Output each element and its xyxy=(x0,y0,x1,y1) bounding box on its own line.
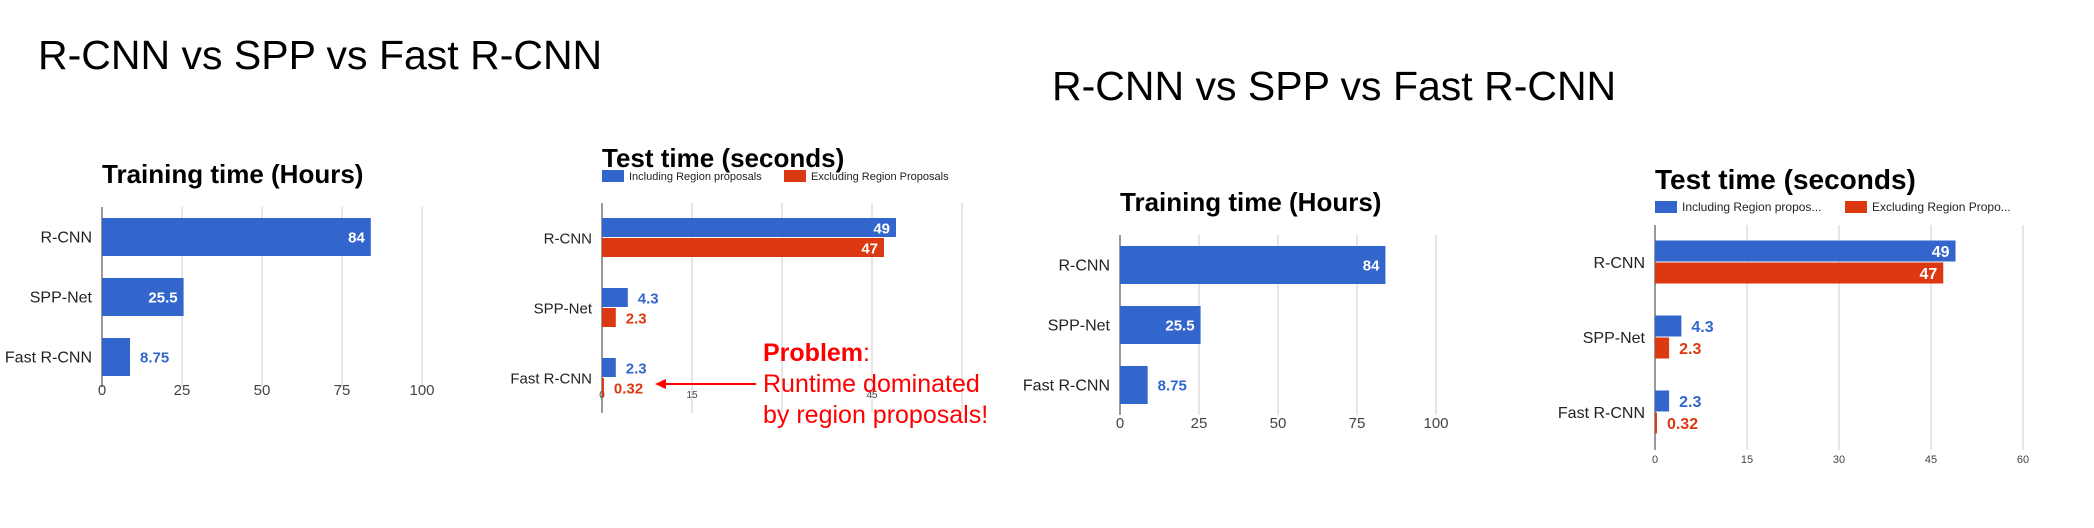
category-label: R-CNN xyxy=(544,230,592,247)
category-label: SPP-Net xyxy=(1048,318,1111,335)
x-tick-label: 25 xyxy=(174,382,191,399)
data-label: 47 xyxy=(1919,266,1937,283)
bar xyxy=(602,308,616,327)
category-label: Fast R-CNN xyxy=(5,350,92,367)
annotation-line-2: by region proposals! xyxy=(763,401,989,429)
data-label: 2.3 xyxy=(1679,394,1701,411)
legend-label: Excluding Region Proposals xyxy=(811,171,949,183)
legend-label: Excluding Region Propo... xyxy=(1872,200,2011,214)
bar xyxy=(102,218,371,256)
annotation-line-1: Runtime dominated xyxy=(763,370,980,398)
chart-title: Training time (Hours) xyxy=(102,159,363,189)
annotation-colon: : xyxy=(863,339,870,367)
x-tick-label: 25 xyxy=(1191,415,1208,432)
bar xyxy=(1120,366,1148,404)
x-tick-label: 75 xyxy=(1349,415,1366,432)
bar xyxy=(1655,412,1657,434)
slide-title: R-CNN vs SPP vs Fast R-CNN xyxy=(1052,63,1617,109)
training-time-chart: Training time (Hours) 0 25 50 75 100 R-CNN 84 SP… xyxy=(1023,187,1449,432)
category-label: R-CNN xyxy=(1593,255,1645,272)
bar xyxy=(1655,262,1944,284)
x-tick-label: 0 xyxy=(98,382,106,399)
bar xyxy=(602,358,616,377)
bar xyxy=(602,238,884,257)
data-label: 0.32 xyxy=(1667,416,1698,433)
x-tick-label: 50 xyxy=(254,382,271,399)
annotation-arrowhead xyxy=(655,379,666,389)
data-label: 49 xyxy=(1932,244,1950,261)
bar xyxy=(1655,315,1682,337)
category-label: R-CNN xyxy=(1058,258,1110,275)
chart-title: Test time (seconds) xyxy=(1655,164,1916,195)
category-label: SPP-Net xyxy=(534,300,593,317)
x-tick-label: 15 xyxy=(1741,454,1753,466)
bar xyxy=(602,288,628,307)
x-tick-label: 60 xyxy=(2017,454,2029,466)
data-label: 0.32 xyxy=(614,380,643,397)
chart-title: Training time (Hours) xyxy=(1120,187,1381,217)
data-label: 8.75 xyxy=(140,349,169,366)
category-label: R-CNN xyxy=(40,230,92,247)
training-time-chart: Training time (Hours) 0 25 50 75 100 R-CNN 84 SP… xyxy=(5,159,435,399)
data-label: 47 xyxy=(861,240,878,257)
slide-left: R-CNN vs SPP vs Fast R-CNN Training time… xyxy=(0,0,1040,528)
bar xyxy=(602,378,604,397)
test-time-chart: Test time (seconds)Including Region prop… xyxy=(510,143,963,413)
slide-title: R-CNN vs SPP vs Fast R-CNN xyxy=(38,32,603,78)
legend-swatch xyxy=(602,170,624,182)
data-label: 25.5 xyxy=(148,289,177,306)
x-tick-label: 45 xyxy=(866,390,878,401)
legend-swatch xyxy=(784,170,806,182)
bar xyxy=(1655,337,1670,359)
x-tick-label: 0 xyxy=(1116,415,1124,432)
x-tick-label: 15 xyxy=(686,390,698,401)
bar xyxy=(1655,390,1670,412)
x-tick-label: 75 xyxy=(334,382,351,399)
annotation-arrow xyxy=(655,379,756,389)
bar xyxy=(602,218,896,237)
category-label: SPP-Net xyxy=(1583,330,1646,347)
bar xyxy=(102,338,130,376)
data-label: 2.3 xyxy=(626,310,647,327)
data-label: 84 xyxy=(1363,257,1380,274)
x-tick-label: 30 xyxy=(1833,454,1845,466)
category-label: Fast R-CNN xyxy=(510,370,592,387)
data-label: 2.3 xyxy=(1679,341,1701,358)
x-tick-label: 50 xyxy=(1270,415,1287,432)
chart-title: Test time (seconds) xyxy=(602,143,844,173)
category-label: SPP-Net xyxy=(30,290,93,307)
x-tick-label: 100 xyxy=(409,382,434,399)
data-label: 25.5 xyxy=(1165,317,1194,334)
x-tick-label: 45 xyxy=(1925,454,1937,466)
bar xyxy=(1655,240,1956,262)
data-label: 4.3 xyxy=(1691,319,1713,336)
bar xyxy=(102,278,184,316)
annotation-heading: Problem xyxy=(763,339,864,367)
slide-right: R-CNN vs SPP vs Fast R-CNN Training time… xyxy=(1023,0,2094,528)
test-time-chart: Test time (seconds) Including Region prop… xyxy=(1558,164,2029,466)
data-label: 2.3 xyxy=(626,360,647,377)
problem-annotation: Problem: Runtime dominated by region pro… xyxy=(763,338,988,431)
bar xyxy=(1120,246,1386,284)
legend-label: Including Region proposals xyxy=(629,171,762,183)
data-label: 84 xyxy=(348,229,365,246)
data-label: 4.3 xyxy=(638,290,659,307)
x-tick-label: 100 xyxy=(1423,415,1448,432)
legend-label: Including Region propos... xyxy=(1682,200,1821,214)
category-label: Fast R-CNN xyxy=(1558,405,1645,422)
bar xyxy=(1120,306,1201,344)
data-label: 8.75 xyxy=(1158,377,1187,394)
data-label: 49 xyxy=(873,220,890,237)
legend-swatch xyxy=(1655,201,1677,213)
legend-swatch xyxy=(1845,201,1867,213)
category-label: Fast R-CNN xyxy=(1023,378,1110,395)
x-tick-label: 0 xyxy=(1652,454,1658,466)
